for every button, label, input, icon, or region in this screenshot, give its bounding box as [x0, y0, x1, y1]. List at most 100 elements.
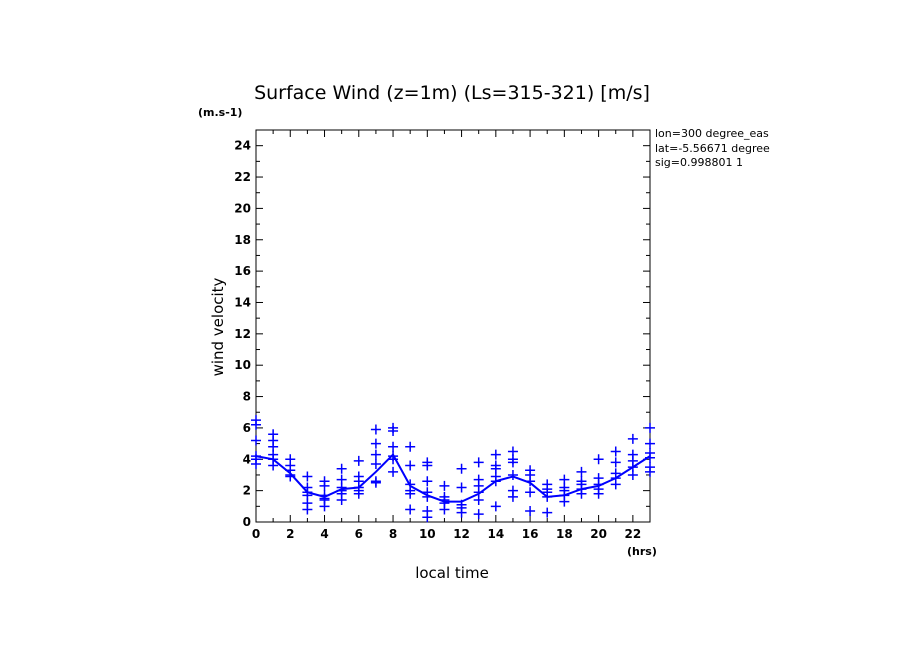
y-tick-label: 6 [243, 421, 251, 435]
data-point [370, 438, 381, 449]
data-point [507, 469, 518, 480]
data-point [370, 477, 381, 488]
data-point [422, 491, 433, 502]
x-tick-label: 0 [252, 527, 260, 541]
data-point [473, 495, 484, 506]
info-annotations: lon=300 degree_eas lat=-5.56671 degree s… [655, 127, 770, 169]
y-tick-label: 14 [234, 295, 251, 309]
x-tick-label: 10 [419, 527, 436, 541]
data-point [456, 507, 467, 518]
y-tick-label: 8 [243, 390, 251, 404]
data-point [319, 480, 330, 491]
data-point [610, 457, 621, 468]
data-point [576, 466, 587, 477]
data-point [251, 458, 261, 469]
data-point [490, 501, 501, 512]
data-point [370, 458, 381, 469]
y-tick-label: 0 [243, 515, 251, 529]
data-point [405, 504, 416, 515]
y-tick-label: 4 [243, 452, 251, 466]
data-point [405, 488, 416, 499]
data-point [473, 457, 484, 468]
x-tick-label: 8 [389, 527, 397, 541]
data-point [507, 491, 518, 502]
data-point [370, 424, 381, 435]
data-point [456, 482, 467, 493]
data-point [610, 479, 621, 490]
y-tick-label: 2 [243, 484, 251, 498]
y-tick-label: 18 [234, 233, 251, 247]
x-tick-label: 20 [590, 527, 607, 541]
data-point [388, 426, 399, 437]
data-point [473, 509, 484, 520]
y-tick-label: 12 [234, 327, 251, 341]
data-point [645, 438, 655, 449]
y-tick-label: 22 [234, 170, 251, 184]
x-tick-label: 16 [522, 527, 539, 541]
chart-title: Surface Wind (z=1m) (Ls=315-321) [m/s] [254, 82, 650, 104]
data-point [422, 460, 433, 471]
data-point [645, 466, 655, 477]
data-point [627, 433, 638, 444]
x-tick-label: 12 [453, 527, 470, 541]
data-point [542, 507, 553, 518]
data-point [302, 471, 313, 482]
data-point [525, 487, 536, 498]
data-point [285, 471, 296, 482]
x-tick-label: 2 [286, 527, 294, 541]
x-unit-label: (hrs) [627, 545, 657, 558]
data-point [319, 501, 330, 512]
data-point [627, 469, 638, 480]
x-axis-label: local time [415, 564, 489, 582]
y-tick-label: 24 [234, 139, 251, 153]
info-lon: lon=300 degree_eas [655, 127, 769, 140]
data-point [422, 476, 433, 487]
data-point [490, 476, 501, 487]
y-axis-label: wind velocity [209, 277, 227, 376]
data-point [353, 488, 364, 499]
y-tick-label: 16 [234, 264, 251, 278]
data-point [610, 446, 621, 457]
data-point [422, 512, 433, 523]
data-point [645, 452, 655, 463]
data-point [456, 463, 467, 474]
data-point [388, 454, 399, 465]
data-point [405, 460, 416, 471]
y-unit-label: (m.s-1) [198, 106, 242, 119]
y-tick-label: 10 [234, 358, 251, 372]
x-tick-label: 22 [625, 527, 642, 541]
data-point [251, 419, 261, 430]
info-sig: sig=0.998801 1 [655, 156, 743, 169]
data-point [302, 504, 313, 515]
plot-frame [255, 129, 651, 523]
info-lat: lat=-5.56671 degree [655, 142, 770, 155]
data-point [336, 463, 347, 474]
data-point [645, 422, 655, 433]
axis-ticks [255, 129, 651, 523]
data-point [593, 454, 604, 465]
x-tick-label: 18 [556, 527, 573, 541]
x-tick-label: 6 [355, 527, 363, 541]
y-tick-label: 20 [234, 201, 251, 215]
data-point [439, 504, 450, 515]
data-point [370, 449, 381, 460]
data-point [268, 460, 279, 471]
mean-line-group [255, 452, 651, 503]
data-point [525, 506, 536, 517]
data-point [336, 495, 347, 506]
data-point [490, 449, 501, 460]
data-point [593, 488, 604, 499]
data-point [405, 441, 416, 452]
data-point [525, 476, 536, 487]
data-point [388, 441, 399, 452]
data-point [559, 496, 570, 507]
data-point [439, 480, 450, 491]
data-point [388, 466, 399, 477]
data-point [507, 457, 518, 468]
data-point [353, 455, 364, 466]
data-point [251, 435, 261, 446]
x-tick-label: 14 [487, 527, 504, 541]
mean-line [255, 452, 651, 503]
